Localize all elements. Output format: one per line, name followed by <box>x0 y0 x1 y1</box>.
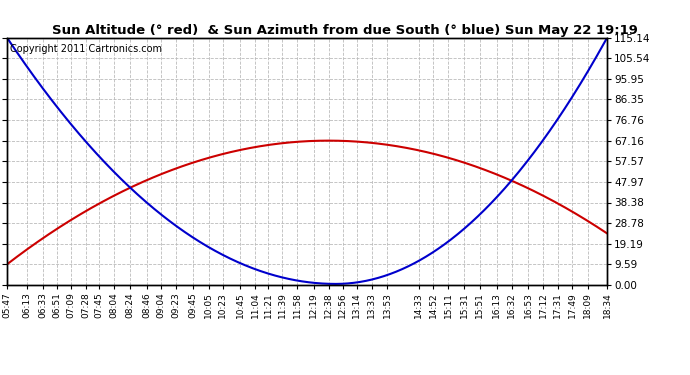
Text: Copyright 2011 Cartronics.com: Copyright 2011 Cartronics.com <box>10 44 162 54</box>
Text: Sun Altitude (° red)  & Sun Azimuth from due South (° blue) Sun May 22 19:19: Sun Altitude (° red) & Sun Azimuth from … <box>52 24 638 38</box>
